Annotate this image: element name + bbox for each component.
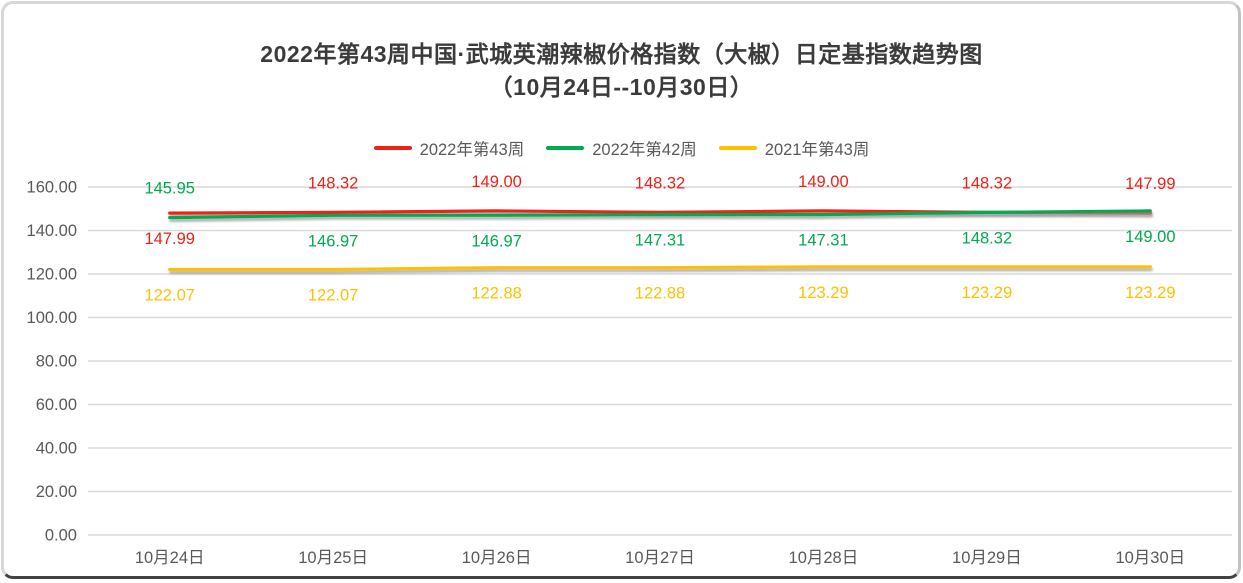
- data-label: 145.95: [144, 180, 194, 198]
- y-axis-tick-label: 160.00: [27, 179, 77, 197]
- data-label: 148.32: [308, 174, 358, 192]
- legend-item: 2021年第43周: [718, 136, 870, 160]
- data-label: 149.00: [1125, 228, 1175, 246]
- data-label: 148.32: [962, 174, 1012, 192]
- x-axis-tick-label: 10月25日: [298, 549, 368, 567]
- data-label: 148.32: [635, 174, 685, 192]
- y-axis-tick-label: 140.00: [27, 222, 77, 240]
- x-axis-tick-label: 10月27日: [625, 549, 695, 567]
- x-axis-tick-label: 10月30日: [1115, 549, 1185, 567]
- data-label: 149.00: [798, 173, 848, 191]
- legend-item: 2022年第43周: [373, 136, 525, 160]
- y-axis-tick-label: 60.00: [36, 396, 77, 414]
- y-axis-tick-label: 40.00: [36, 440, 77, 458]
- y-axis-tick-label: 0.00: [45, 527, 77, 545]
- data-label: 147.31: [798, 232, 848, 250]
- data-label: 146.97: [471, 232, 521, 250]
- data-label: 122.07: [144, 287, 194, 305]
- legend-line-swatch: [718, 146, 757, 150]
- data-label: 122.88: [471, 285, 521, 303]
- data-label: 147.99: [1125, 175, 1175, 193]
- data-label: 122.88: [635, 285, 685, 303]
- x-axis-tick-label: 10月24日: [135, 549, 205, 567]
- data-label: 123.29: [962, 284, 1012, 302]
- legend-item: 2022年第42周: [546, 136, 697, 160]
- legend-line-swatch: [546, 146, 585, 150]
- y-axis-tick-label: 120.00: [27, 266, 77, 284]
- legend-item-label: 2022年第42周: [592, 141, 697, 159]
- data-label: 149.00: [471, 173, 521, 191]
- y-axis-tick-label: 80.00: [36, 353, 77, 371]
- data-label: 147.99: [144, 230, 194, 248]
- legend-item-label: 2022年第43周: [419, 141, 525, 159]
- chart-title: 2022年第43周中国·武城英潮辣椒价格指数（大椒）日定基指数趋势图: [260, 41, 983, 67]
- series-line-1: [168, 209, 1152, 220]
- chart-subtitle: （10月24日--10月30日）: [489, 74, 754, 100]
- y-axis-tick-label: 100.00: [27, 309, 77, 327]
- x-axis-tick-label: 10月28日: [789, 549, 859, 567]
- data-label: 148.32: [962, 229, 1012, 247]
- series-line-2: [168, 265, 1152, 272]
- x-axis-tick-label: 10月29日: [952, 549, 1022, 567]
- y-axis-tick-label: 20.00: [36, 483, 77, 501]
- data-label: 123.29: [798, 284, 848, 302]
- data-label: 123.29: [1125, 284, 1175, 302]
- legend-line-swatch: [373, 146, 412, 150]
- data-label: 147.31: [635, 232, 685, 250]
- legend: 2022年第43周 2022年第42周 2021年第43周: [0, 136, 1243, 160]
- legend-item-label: 2021年第43周: [764, 141, 870, 159]
- data-label: 122.07: [308, 287, 358, 305]
- data-label: 146.97: [308, 232, 358, 250]
- x-axis-tick-label: 10月26日: [462, 549, 532, 567]
- title-block: 2022年第43周中国·武城英潮辣椒价格指数（大椒）日定基指数趋势图 （10月2…: [0, 38, 1243, 104]
